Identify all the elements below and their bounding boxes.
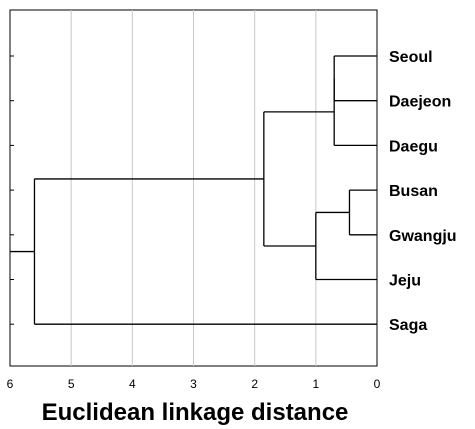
- leaf-labels: Seoul Daejeon Daegu Busan Gwangju Jeju Saga: [389, 49, 457, 334]
- x-axis-title: Euclidean linkage distance: [42, 399, 349, 426]
- x-tick-label-6: 6: [7, 377, 14, 391]
- x-tick-label-0: 0: [374, 377, 381, 391]
- leaf-label-seoul: Seoul: [389, 49, 433, 66]
- leaf-label-jeju: Jeju: [389, 273, 421, 290]
- leaf-label-daegu: Daegu: [389, 138, 438, 155]
- leaf-label-gwangju: Gwangju: [389, 228, 457, 245]
- dendrogram-links: [10, 55, 377, 325]
- x-tick-label-1: 1: [312, 377, 319, 391]
- x-tick-label-5: 5: [68, 377, 75, 391]
- gridlines: [70, 10, 317, 366]
- x-tick-label-2: 2: [251, 377, 258, 391]
- x-tick-label-3: 3: [190, 377, 197, 391]
- leaf-label-daejeon: Daejeon: [389, 94, 451, 111]
- x-tick-label-4: 4: [129, 377, 136, 391]
- y-ticks: [10, 55, 14, 325]
- leaf-label-saga: Saga: [389, 317, 427, 334]
- x-tick-labels: 6 5 4 3 2 1 0: [7, 377, 381, 391]
- leaf-label-busan: Busan: [389, 183, 438, 200]
